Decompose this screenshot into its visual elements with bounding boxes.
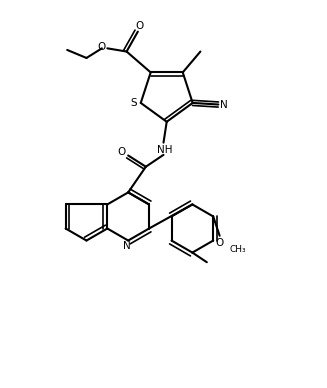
Text: S: S (130, 98, 137, 108)
Text: NH: NH (157, 145, 172, 155)
Text: N: N (220, 99, 228, 109)
Text: O: O (215, 238, 224, 248)
Text: O: O (98, 42, 106, 52)
Text: N: N (123, 241, 130, 251)
Text: O: O (135, 21, 144, 31)
Text: O: O (118, 147, 126, 157)
Text: CH₃: CH₃ (230, 245, 247, 254)
